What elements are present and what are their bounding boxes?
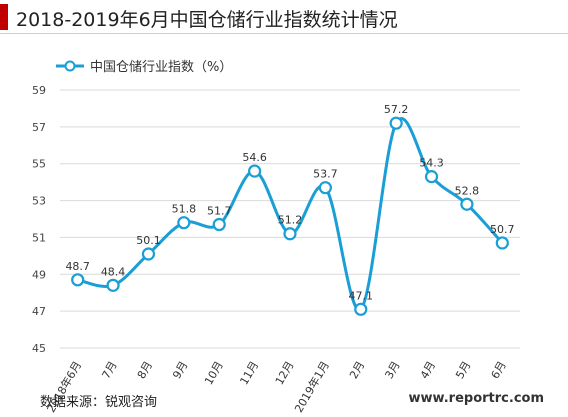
y-tick-label: 49 bbox=[32, 268, 46, 281]
data-point bbox=[212, 217, 226, 232]
y-tick-label: 45 bbox=[32, 342, 46, 355]
data-point bbox=[424, 170, 439, 184]
series-line bbox=[77, 117, 504, 312]
data-label: 54.3 bbox=[419, 157, 444, 170]
legend-label: 中国仓储行业指数（%） bbox=[90, 60, 232, 75]
x-tick-label: 2019年1月 bbox=[291, 359, 332, 415]
page-title: 2018-2019年6月中国仓储行业指数统计情况 bbox=[16, 9, 398, 31]
source-note: 数据来源：锐观咨询 bbox=[40, 395, 158, 410]
data-label: 57.2 bbox=[384, 103, 409, 116]
data-label: 51.2 bbox=[278, 214, 303, 227]
y-tick-label: 47 bbox=[32, 305, 46, 318]
x-tick-label: 3月 bbox=[382, 359, 402, 381]
title-accent-bar bbox=[0, 4, 8, 30]
y-tick-label: 57 bbox=[32, 121, 46, 134]
x-tick-label: 8月 bbox=[135, 359, 155, 381]
x-tick-label: 4月 bbox=[418, 359, 438, 381]
data-point bbox=[495, 236, 509, 250]
data-point bbox=[71, 273, 85, 287]
data-point bbox=[354, 302, 368, 316]
x-tick-label: 11月 bbox=[237, 359, 261, 387]
legend-marker bbox=[64, 60, 76, 72]
data-label: 47.1 bbox=[349, 289, 374, 302]
x-tick-label: 2月 bbox=[347, 359, 367, 381]
data-point bbox=[389, 116, 403, 130]
x-tick-label: 9月 bbox=[170, 359, 190, 381]
data-point bbox=[248, 164, 262, 178]
x-tick-label: 5月 bbox=[453, 359, 473, 381]
x-tick-label: 7月 bbox=[99, 359, 119, 381]
data-label: 52.8 bbox=[455, 184, 480, 197]
y-tick-label: 51 bbox=[32, 231, 46, 244]
data-label: 54.6 bbox=[242, 151, 267, 164]
data-label: 50.7 bbox=[490, 223, 515, 236]
x-tick-label: 12月 bbox=[273, 359, 297, 387]
data-point bbox=[106, 278, 120, 292]
data-label: 51.8 bbox=[172, 203, 197, 216]
y-tick-label: 59 bbox=[32, 84, 46, 97]
data-point bbox=[460, 197, 474, 211]
data-point bbox=[283, 227, 297, 241]
data-label: 53.7 bbox=[313, 168, 338, 181]
data-label: 50.1 bbox=[136, 234, 161, 247]
x-tick-label: 10月 bbox=[202, 359, 226, 387]
y-tick-label: 53 bbox=[32, 195, 46, 208]
title-divider bbox=[0, 33, 568, 34]
website-watermark: www.reportrc.com bbox=[404, 391, 548, 406]
x-tick-label: 6月 bbox=[489, 359, 509, 381]
y-tick-label: 55 bbox=[32, 158, 46, 171]
data-point bbox=[318, 181, 332, 195]
data-point bbox=[141, 247, 156, 261]
data-label: 51.7 bbox=[207, 205, 232, 218]
data-label: 48.4 bbox=[101, 265, 126, 278]
data-label: 48.7 bbox=[65, 260, 90, 273]
data-point bbox=[177, 216, 191, 230]
